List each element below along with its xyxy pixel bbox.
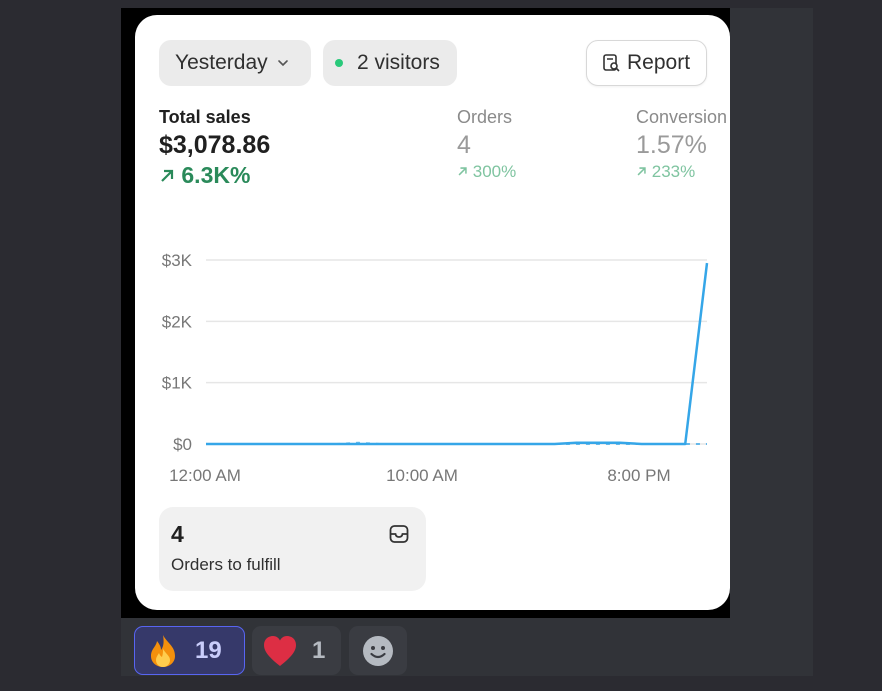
metric-change-value: 233% [651, 162, 696, 181]
metric-label: Conversion [636, 107, 728, 127]
reaction-count: 1 [312, 636, 326, 664]
x-tick-label: 10:00 AM [386, 466, 458, 485]
analytics-card: Yesterday 2 visitors Report Total sales … [135, 15, 730, 610]
metric-change-value: 6.3K% [181, 162, 251, 188]
date-filter-label: Yesterday [175, 51, 268, 74]
heart-icon [264, 635, 296, 666]
orders-to-fulfill-card[interactable]: 4 Orders to fulfill [159, 507, 426, 591]
y-tick-label: $2K [162, 312, 193, 331]
chevron-down-icon [277, 60, 288, 67]
reaction-heart[interactable]: 1 [252, 626, 341, 675]
visitors-button[interactable]: 2 visitors [323, 40, 457, 86]
date-filter-button[interactable]: Yesterday [159, 40, 311, 86]
series-line [206, 441, 707, 445]
metric-conversion[interactable]: Conversion 1.57% 233% [636, 107, 727, 182]
fire-icon [151, 634, 175, 667]
y-tick-label: $3K [162, 251, 193, 270]
series-line [206, 262, 709, 446]
report-label: Report [627, 51, 691, 74]
y-tick-label: $1K [162, 374, 193, 393]
x-tick-label: 12:00 AM [169, 466, 241, 485]
fulfill-count: 4 [171, 521, 184, 547]
metric-change-value: 300% [472, 162, 517, 181]
smiley-icon [363, 635, 393, 666]
metric-change: 300% [457, 162, 516, 182]
metric-orders[interactable]: Orders 4 300% [457, 107, 516, 182]
report-button[interactable]: Report [586, 40, 707, 86]
add-reaction-button[interactable] [349, 626, 407, 675]
x-tick-label: 8:00 PM [607, 466, 670, 485]
metric-label: Total sales [159, 107, 251, 127]
arrow-up-right-icon [637, 167, 646, 176]
arrow-up-right-icon [458, 167, 467, 176]
metric-change: 6.3K% [159, 162, 270, 189]
fulfill-label: Orders to fulfill [171, 555, 281, 574]
reaction-fire[interactable]: 19 [134, 626, 245, 675]
metric-total-sales[interactable]: Total sales $3,078.86 6.3K% [159, 107, 270, 189]
metric-value: 4 [457, 131, 471, 159]
live-dot-icon [335, 59, 343, 67]
metric-value: $3,078.86 [159, 131, 271, 159]
report-icon [603, 54, 620, 72]
metric-change: 233% [636, 162, 727, 182]
reaction-count: 19 [195, 636, 222, 664]
arrow-up-right-icon [161, 169, 174, 182]
visitors-label: 2 visitors [357, 51, 440, 74]
y-tick-label: $0 [173, 435, 192, 454]
metric-label: Orders [457, 107, 513, 127]
sales-line-chart: $0 $1K $2K $3K 12:00 AM 10:00 AM 8:00 PM [162, 251, 709, 485]
metric-value: 1.57% [636, 131, 707, 159]
inbox-icon [389, 525, 409, 543]
